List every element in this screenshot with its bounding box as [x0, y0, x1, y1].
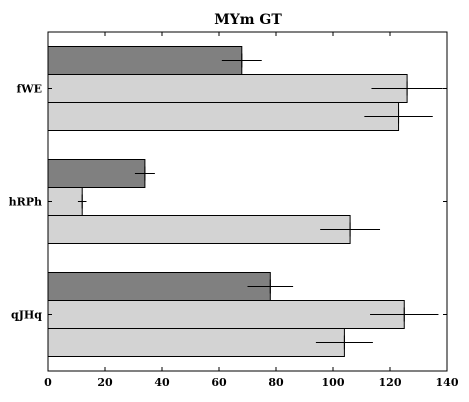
x-tick-label-40: 40 [154, 376, 170, 389]
x-tick-label-100: 100 [322, 376, 345, 389]
bar-hRPh-s0 [47, 159, 146, 188]
bar-qJHq-s0 [47, 272, 271, 301]
x-axis: 0 20 40 60 80 100 120 140 [44, 32, 459, 389]
x-tick-label-0: 0 [44, 376, 52, 389]
bars-layer [47, 46, 408, 357]
bar-hRPh-s2 [47, 215, 351, 244]
y-axis: fWE hRPh qJHq [9, 83, 447, 322]
y-tick-label-hRPh: hRPh [9, 196, 42, 209]
x-tick-label-120: 120 [379, 376, 402, 389]
x-tick-label-60: 60 [211, 376, 227, 389]
bar-fWE-s1 [47, 74, 408, 103]
bar-fWE-s2 [47, 102, 400, 131]
error-bars-layer [77, 53, 443, 350]
bar-hRPh-s1 [47, 187, 83, 216]
y-tick-label-fWE: fWE [17, 83, 42, 96]
x-tick-label-140: 140 [436, 376, 459, 389]
x-tick-label-20: 20 [97, 376, 113, 389]
chart-title: MYm GT [214, 12, 282, 28]
x-tick-label-80: 80 [268, 376, 284, 389]
bar-qJHq-s1 [47, 300, 405, 329]
bar-qJHq-s2 [47, 328, 345, 357]
y-tick-label-qJHq: qJHq [11, 309, 42, 322]
bar-fWE-s0 [47, 46, 243, 75]
